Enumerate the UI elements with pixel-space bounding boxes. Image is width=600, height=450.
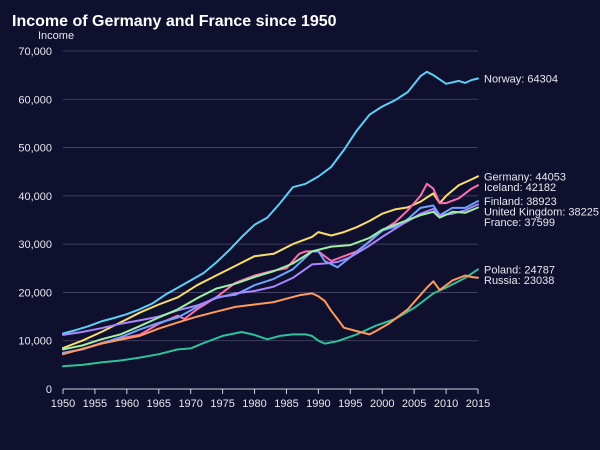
series-line-germany	[62, 175, 479, 349]
y-tick-labels: 0 10,000 20,000 30,000 40,000 50,000 60,000 70,…	[18, 46, 52, 396]
series-line-russia	[62, 274, 479, 356]
x-tick-label: 1950	[51, 398, 75, 410]
x-tick-label: 1960	[115, 398, 139, 410]
y-tick-label: 70,000	[18, 46, 52, 58]
y-tick-label: 20,000	[18, 287, 52, 299]
y-tick-label: 50,000	[18, 143, 52, 155]
x-tick-label: 1970	[178, 398, 202, 410]
series-line-iceland	[62, 182, 479, 354]
x-tick-label: 1995	[338, 398, 362, 410]
series-line-norway	[62, 70, 479, 335]
series-lines	[62, 70, 479, 368]
gridlines	[63, 50, 478, 342]
x-tick-label: 1985	[274, 398, 298, 410]
y-tick-label: 60,000	[18, 94, 52, 106]
chart-title: Income of Germany and France since 1950	[12, 13, 337, 30]
x-tick-label: 1965	[147, 398, 171, 410]
series-line-finland	[62, 200, 479, 354]
series-line-poland	[62, 268, 479, 368]
x-tick-label: 1975	[210, 398, 234, 410]
end-label-germany: Germany: 44053	[484, 171, 566, 183]
y-tick-label: 30,000	[18, 239, 52, 251]
y-tick-label: 0	[46, 384, 52, 396]
series-line-united-kingdom	[62, 203, 479, 336]
end-label-france: France: 37599	[484, 217, 555, 229]
end-label-poland: Poland: 24787	[484, 264, 555, 276]
end-label-iceland: Iceland: 42182	[484, 182, 556, 194]
y-axis-label: Income	[38, 30, 74, 42]
x-tick-label: 2015	[466, 398, 490, 410]
end-label-norway: Norway: 64304	[484, 74, 558, 86]
end-label-united-kingdom: United Kingdom: 38225	[484, 207, 599, 219]
y-tick-label: 10,000	[18, 336, 52, 348]
end-label-finland: Finland: 38923	[484, 196, 557, 208]
series-line-france	[62, 206, 479, 351]
end-label-russia: Russia: 23038	[484, 275, 554, 287]
x-tick-label: 2005	[402, 398, 426, 410]
x-tick-label: 1980	[242, 398, 266, 410]
x-axis: 1950 1955 1960 1965 1970 1975 1980 1985 1990 1995…	[51, 388, 490, 410]
x-tick-label: 2000	[370, 398, 394, 410]
x-tick-label: 1990	[306, 398, 330, 410]
x-tick-label: 1955	[83, 398, 107, 410]
y-tick-label: 40,000	[18, 191, 52, 203]
x-tick-label: 2010	[434, 398, 458, 410]
